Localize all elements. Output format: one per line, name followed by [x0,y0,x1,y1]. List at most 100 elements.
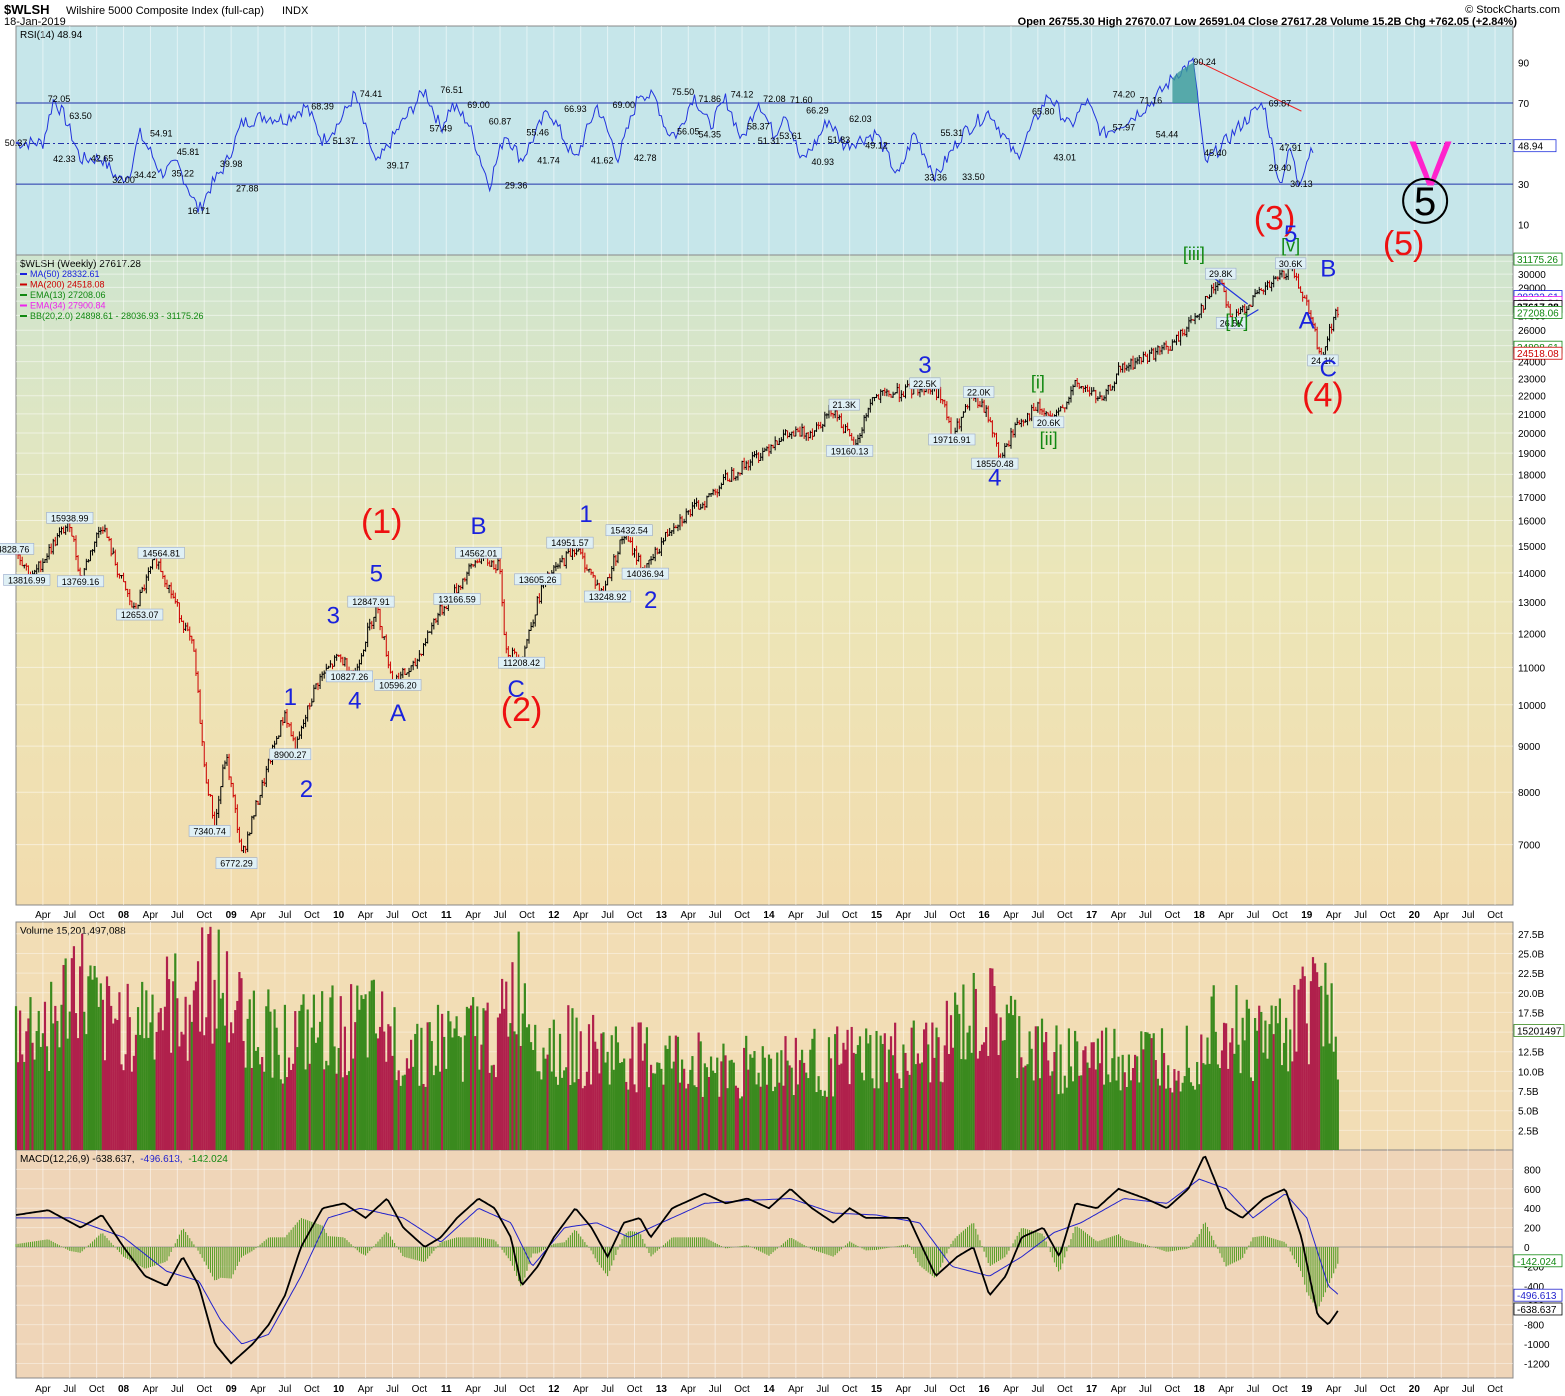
volume-bar [95,977,98,1150]
wave-label: 2 [644,587,657,614]
volume-bar [1278,998,1282,1150]
volume-bar [236,1000,239,1150]
time-tick-label: Apr [896,910,912,921]
time-tick-label: Apr [896,1384,912,1395]
price-label-box [909,377,941,390]
rsi-value-label: 42.78 [634,153,657,163]
volume-bar [914,1064,917,1150]
price-data-label: 22.5K [913,379,937,389]
volume-bar [906,1070,909,1150]
price-data-label: 15938.99 [51,513,89,523]
volume-bar [120,1064,123,1150]
volume-bar [1185,1025,1188,1150]
volume-bar [145,990,148,1150]
volume-bar [939,1081,942,1150]
wave-label: 4 [348,688,361,715]
volume-bar [14,1006,18,1150]
volume-bar [763,1057,766,1150]
rsi-value-label: 54.91 [150,129,173,139]
volume-bar [352,1058,355,1150]
rsi-value-label: 68.39 [311,101,334,111]
volume-bar [389,1026,392,1150]
wave-label: (1) [361,503,403,541]
price-data-label: 20.6K [1037,418,1061,428]
price-label-box [137,546,185,559]
price-data-label: 13816.99 [8,575,46,585]
volume-bar [1158,1085,1162,1150]
rsi-value-label: 27.88 [236,183,259,193]
volume-bar [1148,1033,1151,1150]
volume-bar [1268,1024,1271,1150]
volume-bar [523,983,526,1150]
volume-bar [945,1000,948,1150]
volume-bar [407,1068,411,1150]
volume-bar [383,1031,386,1150]
rsi-value-label: 51.37 [333,136,356,146]
volume-tick-label: 10.0B [1518,1067,1544,1078]
rsi-label: RSI(14) 48.94 [20,30,83,41]
volume-bar [525,1027,529,1150]
volume-bar [455,1016,458,1150]
time-tick-label: Apr [573,910,589,921]
rsi-value-label: 34.42 [134,170,157,180]
volume-bar [705,1067,709,1150]
volume-bar [99,983,102,1150]
volume-bar [885,1082,888,1150]
volume-bar [732,1062,735,1150]
volume-bar [1334,1036,1337,1150]
time-tick-label: 10 [333,910,345,921]
volume-bar [350,984,353,1150]
price-data-label: 18550.48 [976,459,1014,469]
volume-bar [649,1064,653,1150]
price-tick-label: 29000 [1518,283,1546,294]
volume-bar [223,1025,227,1150]
volume-bar [356,985,359,1150]
watermark: © StockCharts.com [1465,4,1560,16]
macd-tick-label: -400 [1524,1282,1544,1293]
time-tick-label: Oct [304,1384,320,1395]
volume-bar [1034,1026,1037,1150]
volume-bar [1249,1077,1253,1150]
volume-bar [970,1052,973,1150]
volume-bar [794,1037,797,1150]
volume-bar [1105,1027,1108,1150]
volume-bar [848,1084,851,1150]
time-tick-label: Apr [1326,910,1342,921]
rsi-value-label: 49.12 [865,140,888,150]
volume-bar [515,1034,518,1150]
rsi-value-label: 42.33 [53,154,76,164]
price-tick-label: 30000 [1518,270,1546,281]
volume-bar [987,1055,990,1150]
volume-bar [1293,985,1296,1150]
price-data-label: 13166.59 [438,594,476,604]
macd-badge-text: -496.613 [1517,1291,1557,1302]
time-tick-label: Jul [63,1384,76,1395]
volume-bar [695,1087,698,1150]
volume-bar [122,1070,125,1150]
volume-bar [409,1039,413,1150]
price-badge-text: 24518.08 [1517,349,1559,360]
volume-bar [1020,1057,1023,1150]
volume-bar [627,1089,630,1150]
price-tick-label: 17000 [1518,493,1546,504]
price-label-box [1307,354,1339,367]
volume-bar [844,1049,847,1150]
price-label-box [928,433,976,446]
volume-bar [1123,1072,1126,1150]
volume-bar [1173,1069,1176,1150]
macd-label: MACD(12,26,9) -638.637, -496.613, -142.0… [20,1154,228,1165]
volume-bar [385,1061,388,1150]
time-tick-label: Apr [1111,1384,1127,1395]
volume-bar [563,1070,566,1150]
wave-label: 1 [284,684,297,711]
legend-entry: EMA(34) 27900.84 [30,301,106,311]
volume-bar [374,1033,378,1150]
volume-bar [472,997,475,1150]
time-tick-label: 18 [1194,910,1206,921]
volume-bar [548,1028,551,1150]
volume-bar [1055,1025,1058,1150]
volume-bar [1144,1032,1147,1150]
volume-bar [1061,1093,1064,1150]
rsi-value-label: 72.08 [763,94,786,104]
price-data-label: 19160.13 [831,446,869,456]
